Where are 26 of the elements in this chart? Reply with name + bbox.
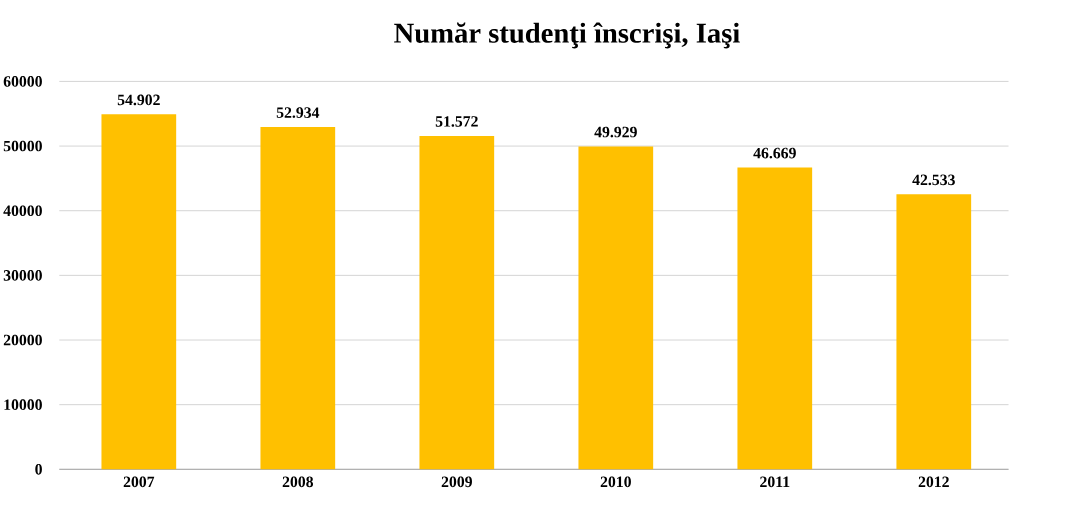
y-tick-label: 10000 xyxy=(4,399,42,410)
data-label: 52.934 xyxy=(276,107,320,118)
data-label: 46.669 xyxy=(753,147,796,159)
bar xyxy=(101,114,177,470)
x-tick-label: 2011 xyxy=(760,476,790,487)
x-tick-label: 2010 xyxy=(600,476,631,487)
y-tick-label: 60000 xyxy=(3,75,42,87)
x-tick-label: 2008 xyxy=(282,476,314,487)
y-tick-label: 40000 xyxy=(3,205,42,216)
data-label: 42.533 xyxy=(912,174,955,186)
x-tick-label: 2012 xyxy=(918,476,949,487)
data-label: 54.902 xyxy=(117,94,160,106)
bar xyxy=(896,194,972,470)
x-tick-label: 2009 xyxy=(441,476,472,487)
data-label: 49.929 xyxy=(594,126,637,138)
y-tick-label: 0 xyxy=(35,463,42,475)
y-tick-label: 30000 xyxy=(3,269,42,281)
chart-title: Număr studenţi înscrişi, Iaşi xyxy=(394,22,740,49)
y-tick-label: 50000 xyxy=(3,140,42,152)
data-label: 51.572 xyxy=(435,115,478,127)
bar xyxy=(737,167,813,470)
x-tick-label: 2007 xyxy=(123,476,155,487)
bar xyxy=(260,126,336,470)
y-tick-label: 20000 xyxy=(3,334,42,346)
bar xyxy=(578,146,654,470)
bar xyxy=(419,135,495,470)
